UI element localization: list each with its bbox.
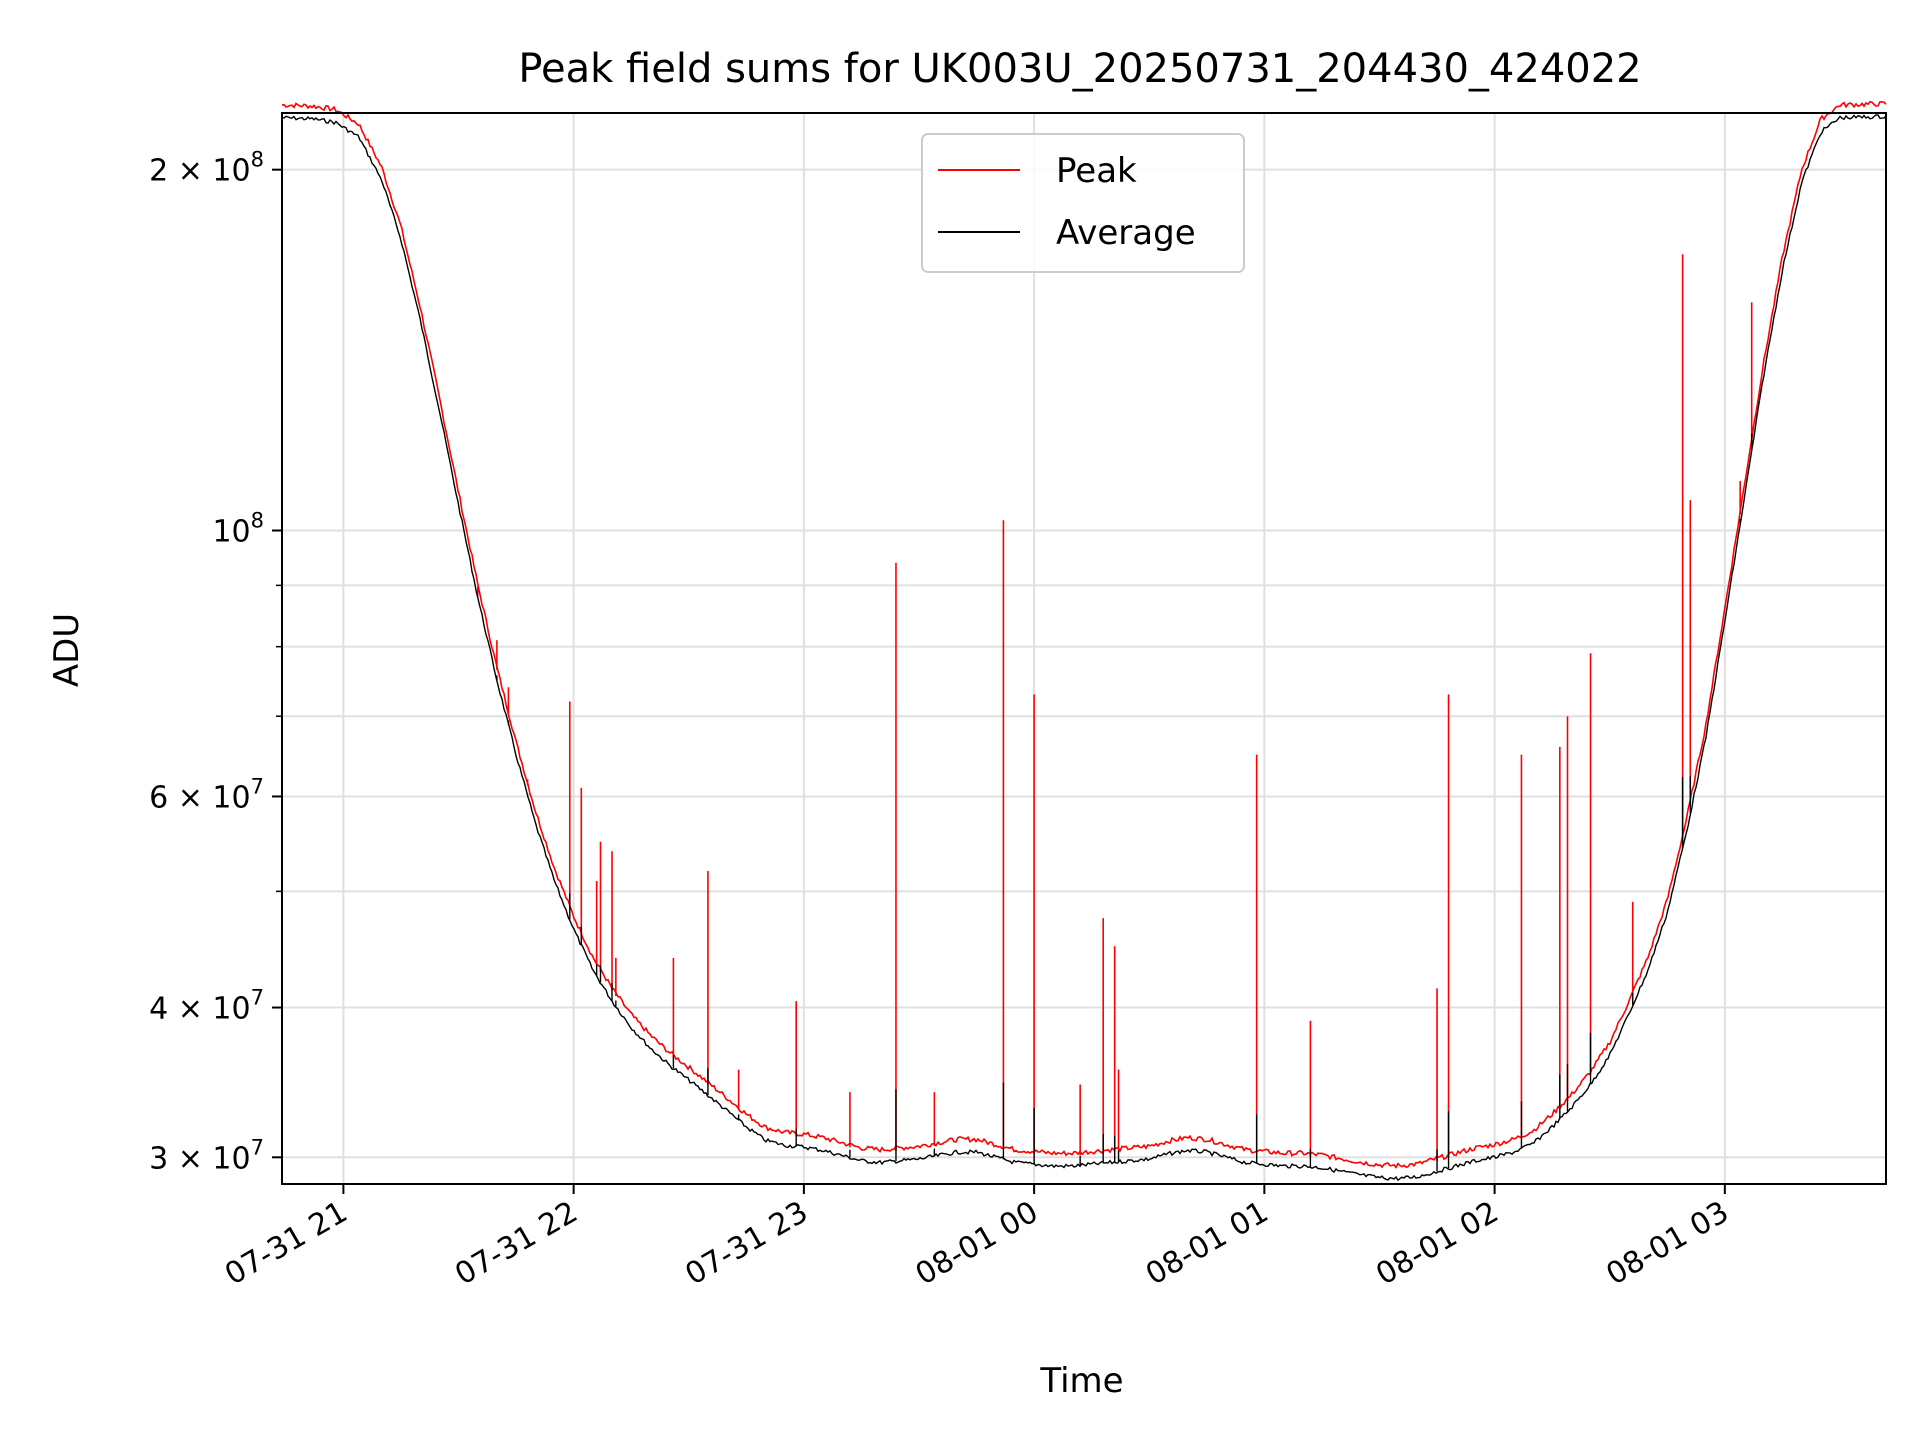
y-axis-label: ADU — [47, 613, 87, 687]
y-axis-ticks: 3 × 107 4 × 107 6 × 107 108 2 × 108 — [149, 148, 282, 1176]
series-line-peak — [281, 100, 1887, 1169]
plot-area — [281, 100, 1887, 1182]
chart-title: Peak field sums for UK003U_20250731_2044… — [518, 46, 1641, 92]
legend: Peak Average — [921, 133, 1245, 273]
y-tick-label: 4 × 107 — [149, 986, 264, 1027]
series-line-average — [281, 114, 1887, 1182]
gridlines — [282, 113, 1886, 1184]
y-tick-label: 2 × 108 — [149, 148, 264, 189]
y-tick-label: 108 — [212, 509, 264, 550]
legend-label-average: Average — [1056, 213, 1196, 253]
axes-frame — [281, 112, 1887, 1185]
legend-box — [921, 133, 1245, 273]
y-tick-label: 3 × 107 — [149, 1135, 264, 1176]
legend-label-peak: Peak — [1056, 151, 1137, 191]
y-tick-label: 6 × 107 — [149, 774, 264, 815]
x-axis-label: Time — [1039, 1361, 1123, 1401]
